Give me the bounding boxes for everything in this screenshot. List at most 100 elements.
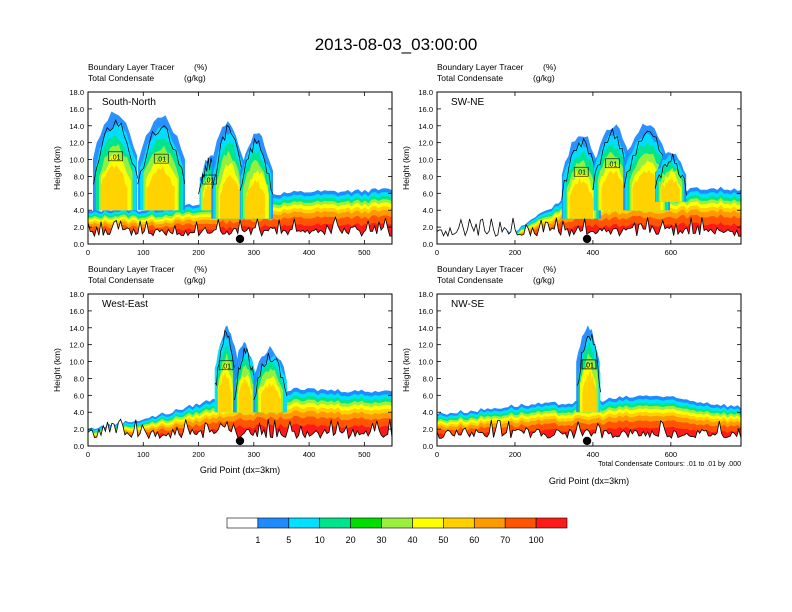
x-tick-label: 400 <box>303 248 316 257</box>
plot-frame <box>87 91 393 245</box>
contour-footnote: Total Condensate Contours: .01 to .01 by… <box>598 461 741 468</box>
y-tick-label: 8.0 <box>74 374 84 383</box>
subtitle-unit: (%) <box>194 62 207 72</box>
x-tick-label: 200 <box>509 248 522 257</box>
plot-area: .01.01 <box>437 294 741 446</box>
contour-label-box <box>108 151 123 162</box>
contour-label: .01 <box>205 178 215 185</box>
colorbar-label: 70 <box>500 535 510 545</box>
panel-sw-ne: .01 .01 0.0 2.0 4.0 6.0 8.0 10.0 12.0 14.0 16.0 18.… <box>401 62 742 257</box>
plume-shade <box>100 164 128 211</box>
colorbar-label: 30 <box>377 535 387 545</box>
contour-label: .01 <box>156 157 166 164</box>
colorbar-swatch <box>319 517 351 529</box>
x-tick-label: 0 <box>86 248 90 257</box>
y-tick-label: 16.0 <box>418 105 433 114</box>
y-tick-label: 12.0 <box>69 341 84 350</box>
x-tick-label: 600 <box>665 248 678 257</box>
y-tick-label: 14.0 <box>418 324 433 333</box>
y-tick-label: 10.0 <box>69 358 84 367</box>
subtitle-unit: (g/kg) <box>184 73 206 83</box>
x-tick-label: 100 <box>137 450 150 459</box>
condensate-contour <box>234 347 257 401</box>
y-tick-label: 8.0 <box>74 172 84 181</box>
x-tick-label: 600 <box>665 450 678 459</box>
contour-label: .01 <box>221 363 231 370</box>
colorbar-label: 100 <box>529 535 544 545</box>
colorbar-label: 5 <box>286 535 291 545</box>
panel-nw-se: .01.01 0.0 2.0 4.0 6.0 8.0 10.0 12.0 14.0 16.0 18.… <box>401 264 742 486</box>
subtitle-line: Total Condensate <box>88 275 154 285</box>
panel-label: SW-NE <box>451 97 484 108</box>
y-tick-label: 2.0 <box>74 425 84 434</box>
y-tick-label: 14.0 <box>69 122 84 131</box>
y-tick-label: 14.0 <box>418 122 433 131</box>
plume-shade <box>218 371 232 413</box>
colorbar-swatch <box>288 517 321 529</box>
y-tick-label: 0.0 <box>423 442 433 451</box>
panel-south-north: .01 .01 .01 0.0 2.0 4.0 6.0 8.0 10.0 12.0 14.0 16.0… <box>52 62 393 257</box>
y-tick-label: 8.0 <box>423 172 433 181</box>
colorbar-label: 1 <box>255 535 260 545</box>
y-tick-label: 0.0 <box>74 442 84 451</box>
y-tick-label: 16.0 <box>418 307 433 316</box>
contour-label: .01 <box>111 154 121 161</box>
y-tick-label: 4.0 <box>74 408 84 417</box>
x-tick-label: 0 <box>86 450 90 459</box>
y-tick-label: 2.0 <box>423 425 433 434</box>
x-tick-label: 300 <box>248 248 261 257</box>
x-tick-label: 0 <box>435 450 439 459</box>
plume-shade <box>146 166 175 211</box>
panel-west-east: .01 0.0 2.0 4.0 6.0 8.0 10.0 12.0 14.0 16.0 18.0 0 1… <box>52 264 393 475</box>
y-tick-label: 6.0 <box>74 189 84 198</box>
plume-shade <box>569 178 594 219</box>
y-axis-label: Height (km) <box>52 348 62 392</box>
x-axis-label: Grid Point (dx=3km) <box>549 476 629 486</box>
contour-label-box <box>605 158 620 169</box>
colorbar-swatch <box>504 517 537 529</box>
plot-area: .01 <box>88 294 392 446</box>
terrain <box>88 215 392 244</box>
panel-label: West-East <box>102 299 148 310</box>
y-tick-label: 18.0 <box>69 88 84 97</box>
colorbar-label: 40 <box>407 535 417 545</box>
plume-shade <box>632 170 661 211</box>
location-marker <box>235 234 245 244</box>
plot-frame <box>436 293 742 447</box>
terrain <box>437 217 741 244</box>
y-tick-label: 0.0 <box>423 240 433 249</box>
plume-shade <box>238 378 252 413</box>
colorbar-swatch <box>350 517 382 529</box>
subtitle-line: Boundary Layer Tracer <box>88 62 175 72</box>
plot-frame <box>87 293 393 447</box>
x-tick-label: 200 <box>192 450 205 459</box>
y-tick-label: 12.0 <box>418 341 433 350</box>
colorbar-swatch <box>412 517 444 529</box>
contour-label-box <box>218 360 234 371</box>
x-tick-label: 500 <box>358 248 371 257</box>
y-tick-label: 12.0 <box>418 139 433 148</box>
colorbar-label: 20 <box>346 535 356 545</box>
colorbar-swatch <box>381 517 413 529</box>
subtitle-unit: (g/kg) <box>533 73 555 83</box>
y-tick-label: 4.0 <box>423 408 433 417</box>
panel-label: South-North <box>102 97 156 108</box>
plot-area: .01 .01 .01 <box>88 92 392 244</box>
x-tick-label: 200 <box>509 450 522 459</box>
condensate-contour <box>93 119 139 185</box>
y-tick-label: 8.0 <box>423 374 433 383</box>
plume-shade <box>219 174 240 219</box>
x-tick-label: 500 <box>358 450 371 459</box>
contour-label: .01 <box>576 170 586 177</box>
subtitle-unit: (g/kg) <box>533 275 555 285</box>
contour-label: .01 <box>608 161 618 168</box>
x-tick-label: 200 <box>192 248 205 257</box>
figure-title: 2013-08-03_03:00:00 <box>315 35 478 54</box>
subtitle-line: Boundary Layer Tracer <box>437 62 524 72</box>
contour-label-box <box>202 174 217 185</box>
y-tick-label: 16.0 <box>69 105 84 114</box>
colorbar-swatch <box>443 517 475 529</box>
location-marker <box>235 436 245 446</box>
y-tick-label: 10.0 <box>69 156 84 165</box>
